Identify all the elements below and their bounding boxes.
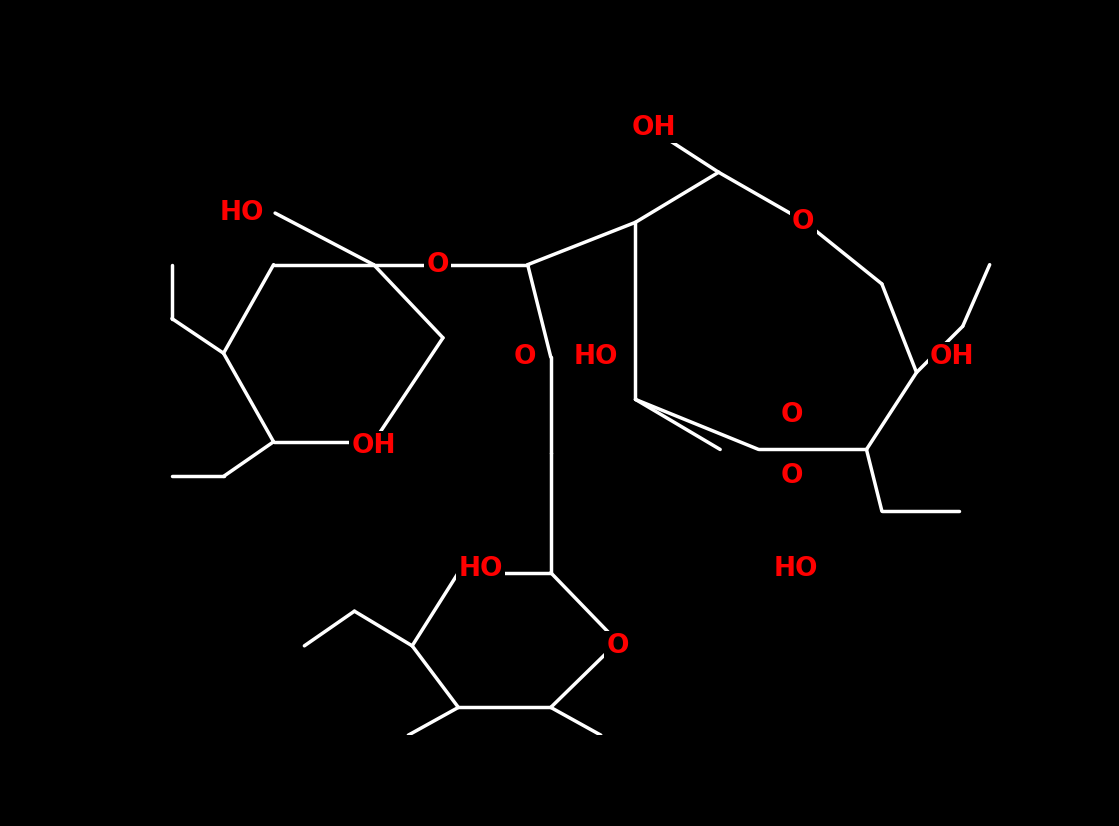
- Text: HO: HO: [459, 556, 504, 582]
- Text: OH: OH: [351, 433, 396, 458]
- Text: O: O: [426, 252, 449, 278]
- Text: HO: HO: [219, 200, 264, 226]
- Text: O: O: [514, 344, 537, 370]
- Text: HO: HO: [573, 344, 618, 370]
- Text: O: O: [606, 633, 629, 659]
- Text: OH: OH: [631, 116, 676, 141]
- Text: O: O: [781, 401, 803, 428]
- Text: O: O: [781, 463, 803, 490]
- Text: OH: OH: [930, 344, 975, 370]
- Text: HO: HO: [774, 556, 819, 582]
- Text: O: O: [792, 209, 815, 235]
